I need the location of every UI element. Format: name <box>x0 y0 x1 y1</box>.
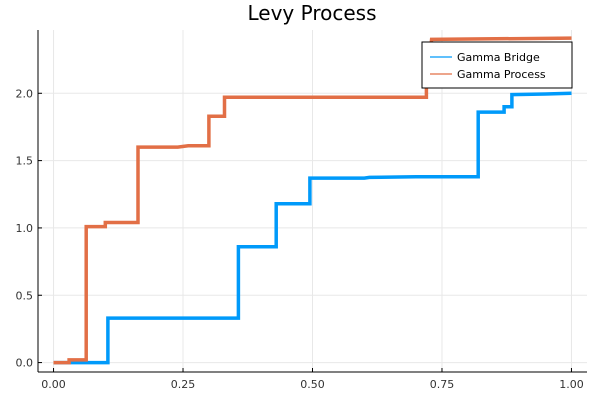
chart-title: Levy Process <box>248 1 377 25</box>
x-tick-label: 0.50 <box>300 378 325 391</box>
legend: Gamma Bridge Gamma Process <box>421 41 573 89</box>
plot-area <box>53 36 572 365</box>
x-tick-label: 0.00 <box>41 378 66 391</box>
y-tick-label: 0.0 <box>16 357 34 370</box>
axes: 0.00 0.25 0.50 0.75 1.00 0.0 0.5 1.0 1.5 2.0 <box>16 30 587 391</box>
grid <box>38 30 587 372</box>
x-tick-label: 0.75 <box>430 378 455 391</box>
legend-box <box>421 41 573 89</box>
x-tick-label: 0.25 <box>171 378 196 391</box>
y-tick-label: 1.5 <box>16 155 34 168</box>
y-tick-label: 2.0 <box>16 87 34 100</box>
legend-label: Gamma Process <box>457 68 546 81</box>
legend-label: Gamma Bridge <box>457 51 540 64</box>
x-tick-label: 1.00 <box>559 378 584 391</box>
y-tick-label: 1.0 <box>16 222 34 235</box>
y-tick-label: 0.5 <box>16 289 34 302</box>
series-line-gamma-bridge <box>53 91 572 365</box>
series-line-gamma-process <box>53 36 572 365</box>
